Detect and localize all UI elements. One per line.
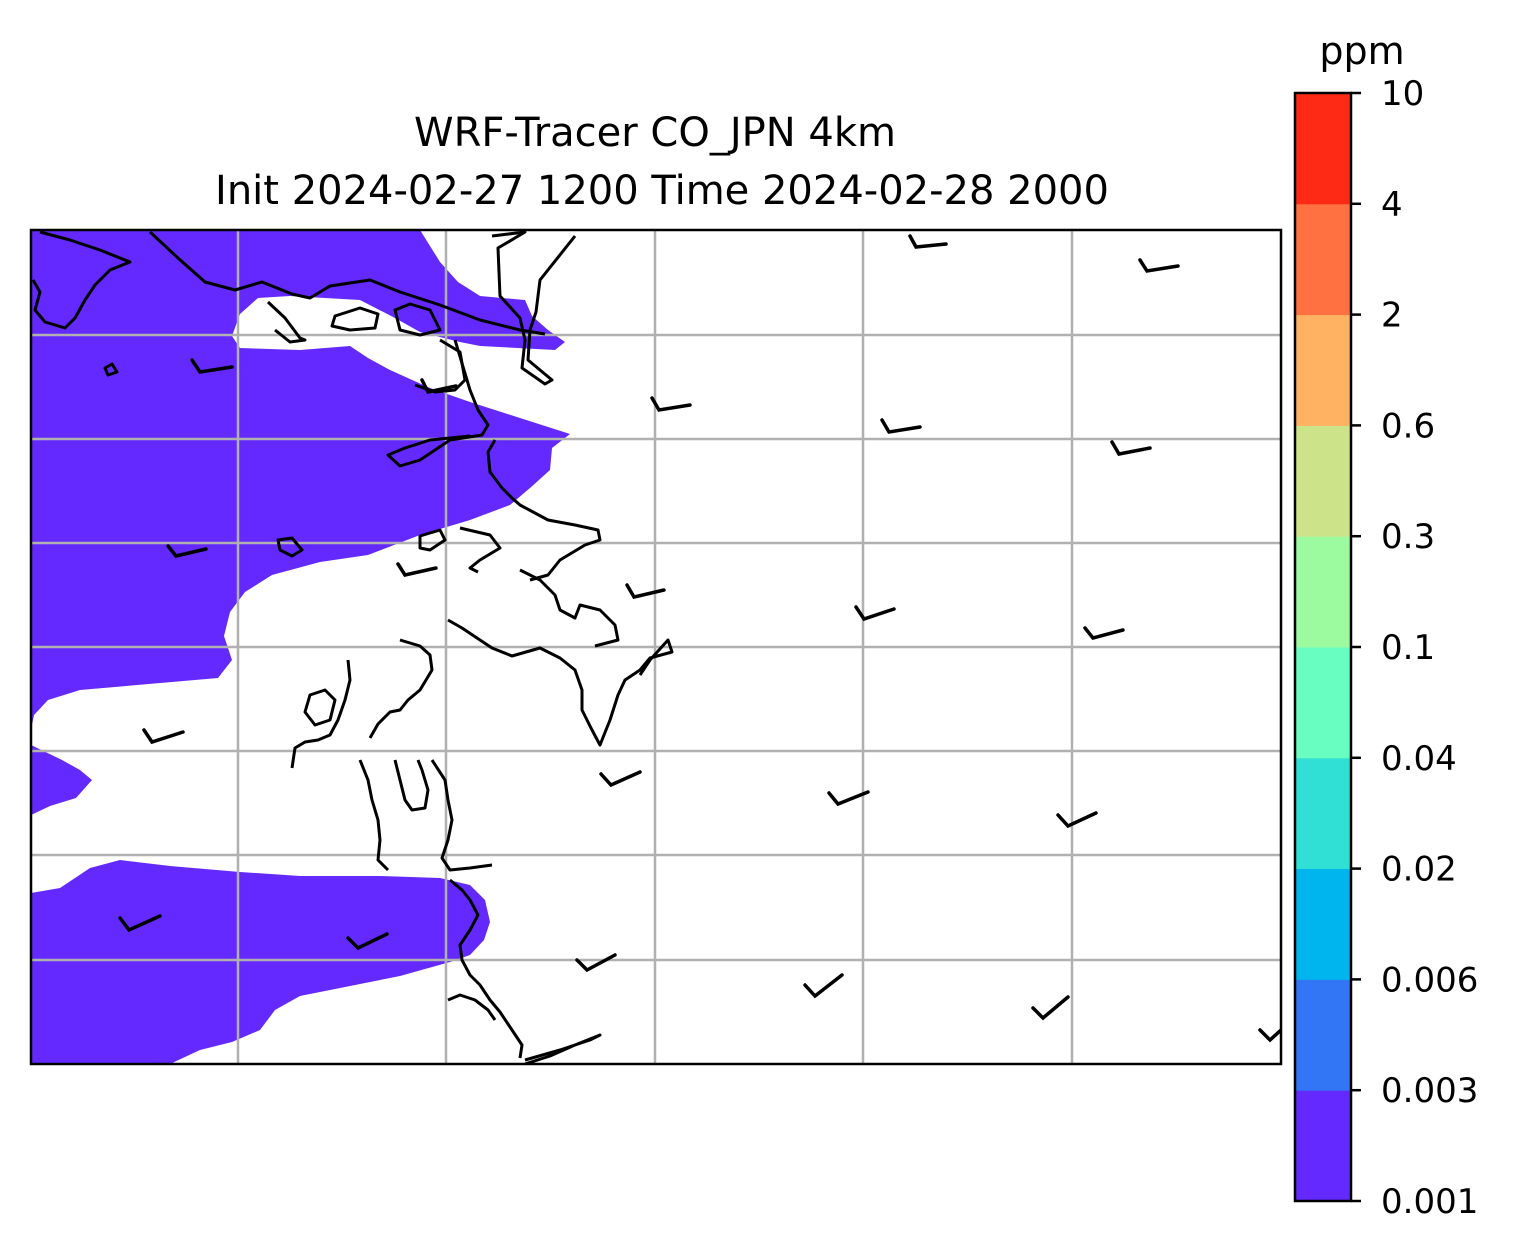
tracer-region-west-lobe — [31, 745, 92, 815]
tracer-region-south — [31, 860, 490, 1064]
wind-barb — [1110, 440, 1152, 456]
colorbar-tick-label: 0.001 — [1381, 1182, 1478, 1222]
wind-barb — [1083, 626, 1125, 640]
colorbar-band — [1295, 314, 1351, 426]
colorbar: ppm 0.001 0.003 0.006 0.02 0.04 0.1 0.3 0.6 2 4 10 — [1293, 29, 1478, 1222]
wind-barb — [166, 544, 208, 558]
map-panel — [31, 230, 1281, 1064]
wind-barb — [854, 605, 896, 622]
wind-barb — [650, 396, 692, 412]
colorbar-tick-label: 10 — [1381, 74, 1424, 114]
tracer-region-central — [31, 336, 570, 730]
wind-barb — [803, 973, 844, 999]
colorbar-band — [1295, 536, 1351, 648]
colorbar-bands — [1295, 93, 1351, 1202]
wind-barb — [1031, 995, 1070, 1021]
tracer-region-north — [31, 230, 565, 350]
coastlines — [31, 230, 674, 1064]
wind-barb — [908, 234, 948, 249]
wind-barb — [1258, 1028, 1281, 1043]
wind-barb — [118, 914, 162, 933]
map-frame — [29, 228, 1283, 1066]
wind-barb — [827, 790, 870, 807]
wind-barbs — [118, 234, 1281, 1043]
colorbar-tick-label: 0.006 — [1381, 960, 1478, 1000]
colorbar-tick-label: 0.003 — [1381, 1071, 1478, 1111]
colorbar-tick-label: 4 — [1381, 185, 1403, 225]
colorbar-tick-label: 0.6 — [1381, 406, 1435, 446]
wind-barb — [1056, 811, 1098, 829]
wind-barb — [1138, 258, 1180, 273]
tracer-contours — [31, 230, 570, 1064]
colorbar-band — [1295, 979, 1351, 1091]
colorbar-tick-label: 0.02 — [1381, 850, 1457, 890]
colorbar-band — [1295, 425, 1351, 537]
colorbar-ticks: 0.001 0.003 0.006 0.02 0.04 0.1 0.3 0.6 2 4 10 — [1351, 74, 1478, 1222]
map-title-line2: Init 2024-02-27 1200 Time 2024-02-28 200… — [215, 168, 1109, 214]
wind-barb — [396, 562, 438, 577]
colorbar-band — [1295, 647, 1351, 759]
colorbar-tick-label: 0.04 — [1381, 739, 1457, 779]
colorbar-unit-label: ppm — [1319, 29, 1404, 73]
wind-barb — [880, 418, 922, 434]
colorbar-tick-label: 0.1 — [1381, 628, 1435, 668]
colorbar-band — [1295, 757, 1351, 870]
colorbar-band — [1295, 1090, 1351, 1202]
wind-barb — [575, 953, 617, 973]
wind-barb — [190, 358, 234, 374]
colorbar-band — [1295, 203, 1351, 316]
wind-barb — [625, 583, 666, 599]
colorbar-tick-label: 2 — [1381, 296, 1403, 336]
wind-barb — [599, 770, 642, 788]
colorbar-band — [1295, 868, 1351, 980]
wind-barb — [420, 378, 458, 394]
wind-barb — [346, 932, 389, 951]
colorbar-tick-label: 0.3 — [1381, 517, 1435, 557]
wind-barb — [142, 728, 185, 745]
colorbar-band — [1295, 93, 1351, 205]
map-title-line1: WRF-Tracer CO_JPN 4km — [414, 110, 896, 156]
map-gridlines — [31, 230, 1281, 1064]
colorbar-frame — [1293, 91, 1353, 1203]
